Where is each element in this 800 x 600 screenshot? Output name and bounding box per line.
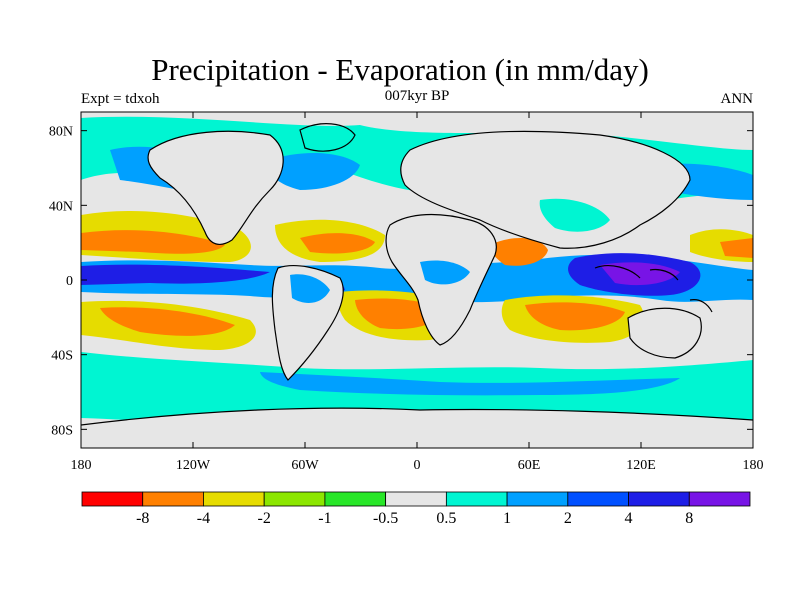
lon-tick-label: 120W xyxy=(176,458,211,473)
lon-tick-label: 60E xyxy=(518,458,541,473)
africa-coastline xyxy=(385,213,497,346)
legend-swatch xyxy=(203,491,265,507)
legend-label: 8 xyxy=(685,510,693,527)
legend-swatch xyxy=(385,491,447,507)
color-legend: -8 -4 -2 -1 -0.5 0.5 1 2 4 8 xyxy=(81,491,751,527)
north-pacific-dry-core xyxy=(81,230,225,254)
antarctica-coastline xyxy=(81,407,753,426)
north-atlantic-wet-band xyxy=(269,153,360,190)
legend-label: 4 xyxy=(625,510,633,527)
lat-tick-label: 0 xyxy=(66,274,73,289)
maritime-continent-wettest xyxy=(600,262,680,286)
latitude-axis: 80N 40N 0 40S 80S xyxy=(49,125,753,438)
legend-swatch xyxy=(445,491,508,507)
north-america-land xyxy=(148,131,284,245)
amazon-basin-wet xyxy=(290,274,330,303)
antarctica-land xyxy=(81,408,753,448)
southern-ocean-wet-band xyxy=(260,372,680,396)
legend-label: -8 xyxy=(136,510,149,527)
northwest-pacific-dry-core xyxy=(720,238,753,258)
lat-tick-label: 40S xyxy=(51,349,73,364)
lon-tick-label: 180 xyxy=(743,458,764,473)
eurasia-land xyxy=(400,131,690,249)
south-pacific-dry-core xyxy=(100,307,235,336)
arabian-sea-dry-core xyxy=(490,238,548,266)
legend-swatch xyxy=(324,491,387,507)
lon-tick-label: 120E xyxy=(626,458,656,473)
australia-coastline xyxy=(627,307,702,359)
lon-tick-label: 180 xyxy=(71,458,92,473)
north-america-coastline xyxy=(147,130,284,246)
lon-tick-label: 60W xyxy=(291,458,319,473)
period-label: 007kyr BP xyxy=(384,88,450,104)
greenland-coastline xyxy=(299,123,356,152)
lat-tick-label: 80S xyxy=(51,423,73,438)
legend-label: -4 xyxy=(197,510,210,527)
precipitation-field xyxy=(81,112,753,448)
legend-swatch xyxy=(506,491,569,507)
season-label: ANN xyxy=(720,91,754,107)
legend-swatch xyxy=(688,491,751,507)
coastlines xyxy=(81,123,753,426)
longitude-axis: 180 120W 60W 0 60E 120E 180 xyxy=(71,112,764,473)
north-atlantic-dry-core xyxy=(300,233,375,254)
lat-tick-label: 40N xyxy=(49,199,73,214)
itcz-pacific-core xyxy=(81,264,270,285)
legend-swatch xyxy=(263,491,326,507)
eurasia-coastline xyxy=(400,130,691,249)
legend-swatch xyxy=(567,491,629,507)
legend-swatch xyxy=(628,491,690,507)
lon-tick-label: 0 xyxy=(414,458,421,473)
legend-swatch xyxy=(142,491,204,507)
legend-label: 0.5 xyxy=(436,510,456,527)
lat-tick-label: 80N xyxy=(49,125,73,140)
legend-label: 2 xyxy=(564,510,572,527)
legend-label: -1 xyxy=(318,510,331,527)
chart-title: Precipitation - Evaporation (in mm/day) xyxy=(151,52,649,87)
south-indian-dry-core xyxy=(525,302,625,331)
legend-label: -2 xyxy=(258,510,271,527)
south-america-coastline xyxy=(271,265,344,381)
legend-swatch xyxy=(81,491,144,507)
maritime-islands-coastline xyxy=(594,265,713,313)
australia-land xyxy=(628,308,702,358)
congo-basin-wet xyxy=(420,260,470,285)
experiment-label: Expt = tdxoh xyxy=(81,91,160,107)
south-asia-moist xyxy=(539,198,610,232)
legend-label: 1 xyxy=(503,510,511,527)
legend-label: -0.5 xyxy=(373,510,398,527)
